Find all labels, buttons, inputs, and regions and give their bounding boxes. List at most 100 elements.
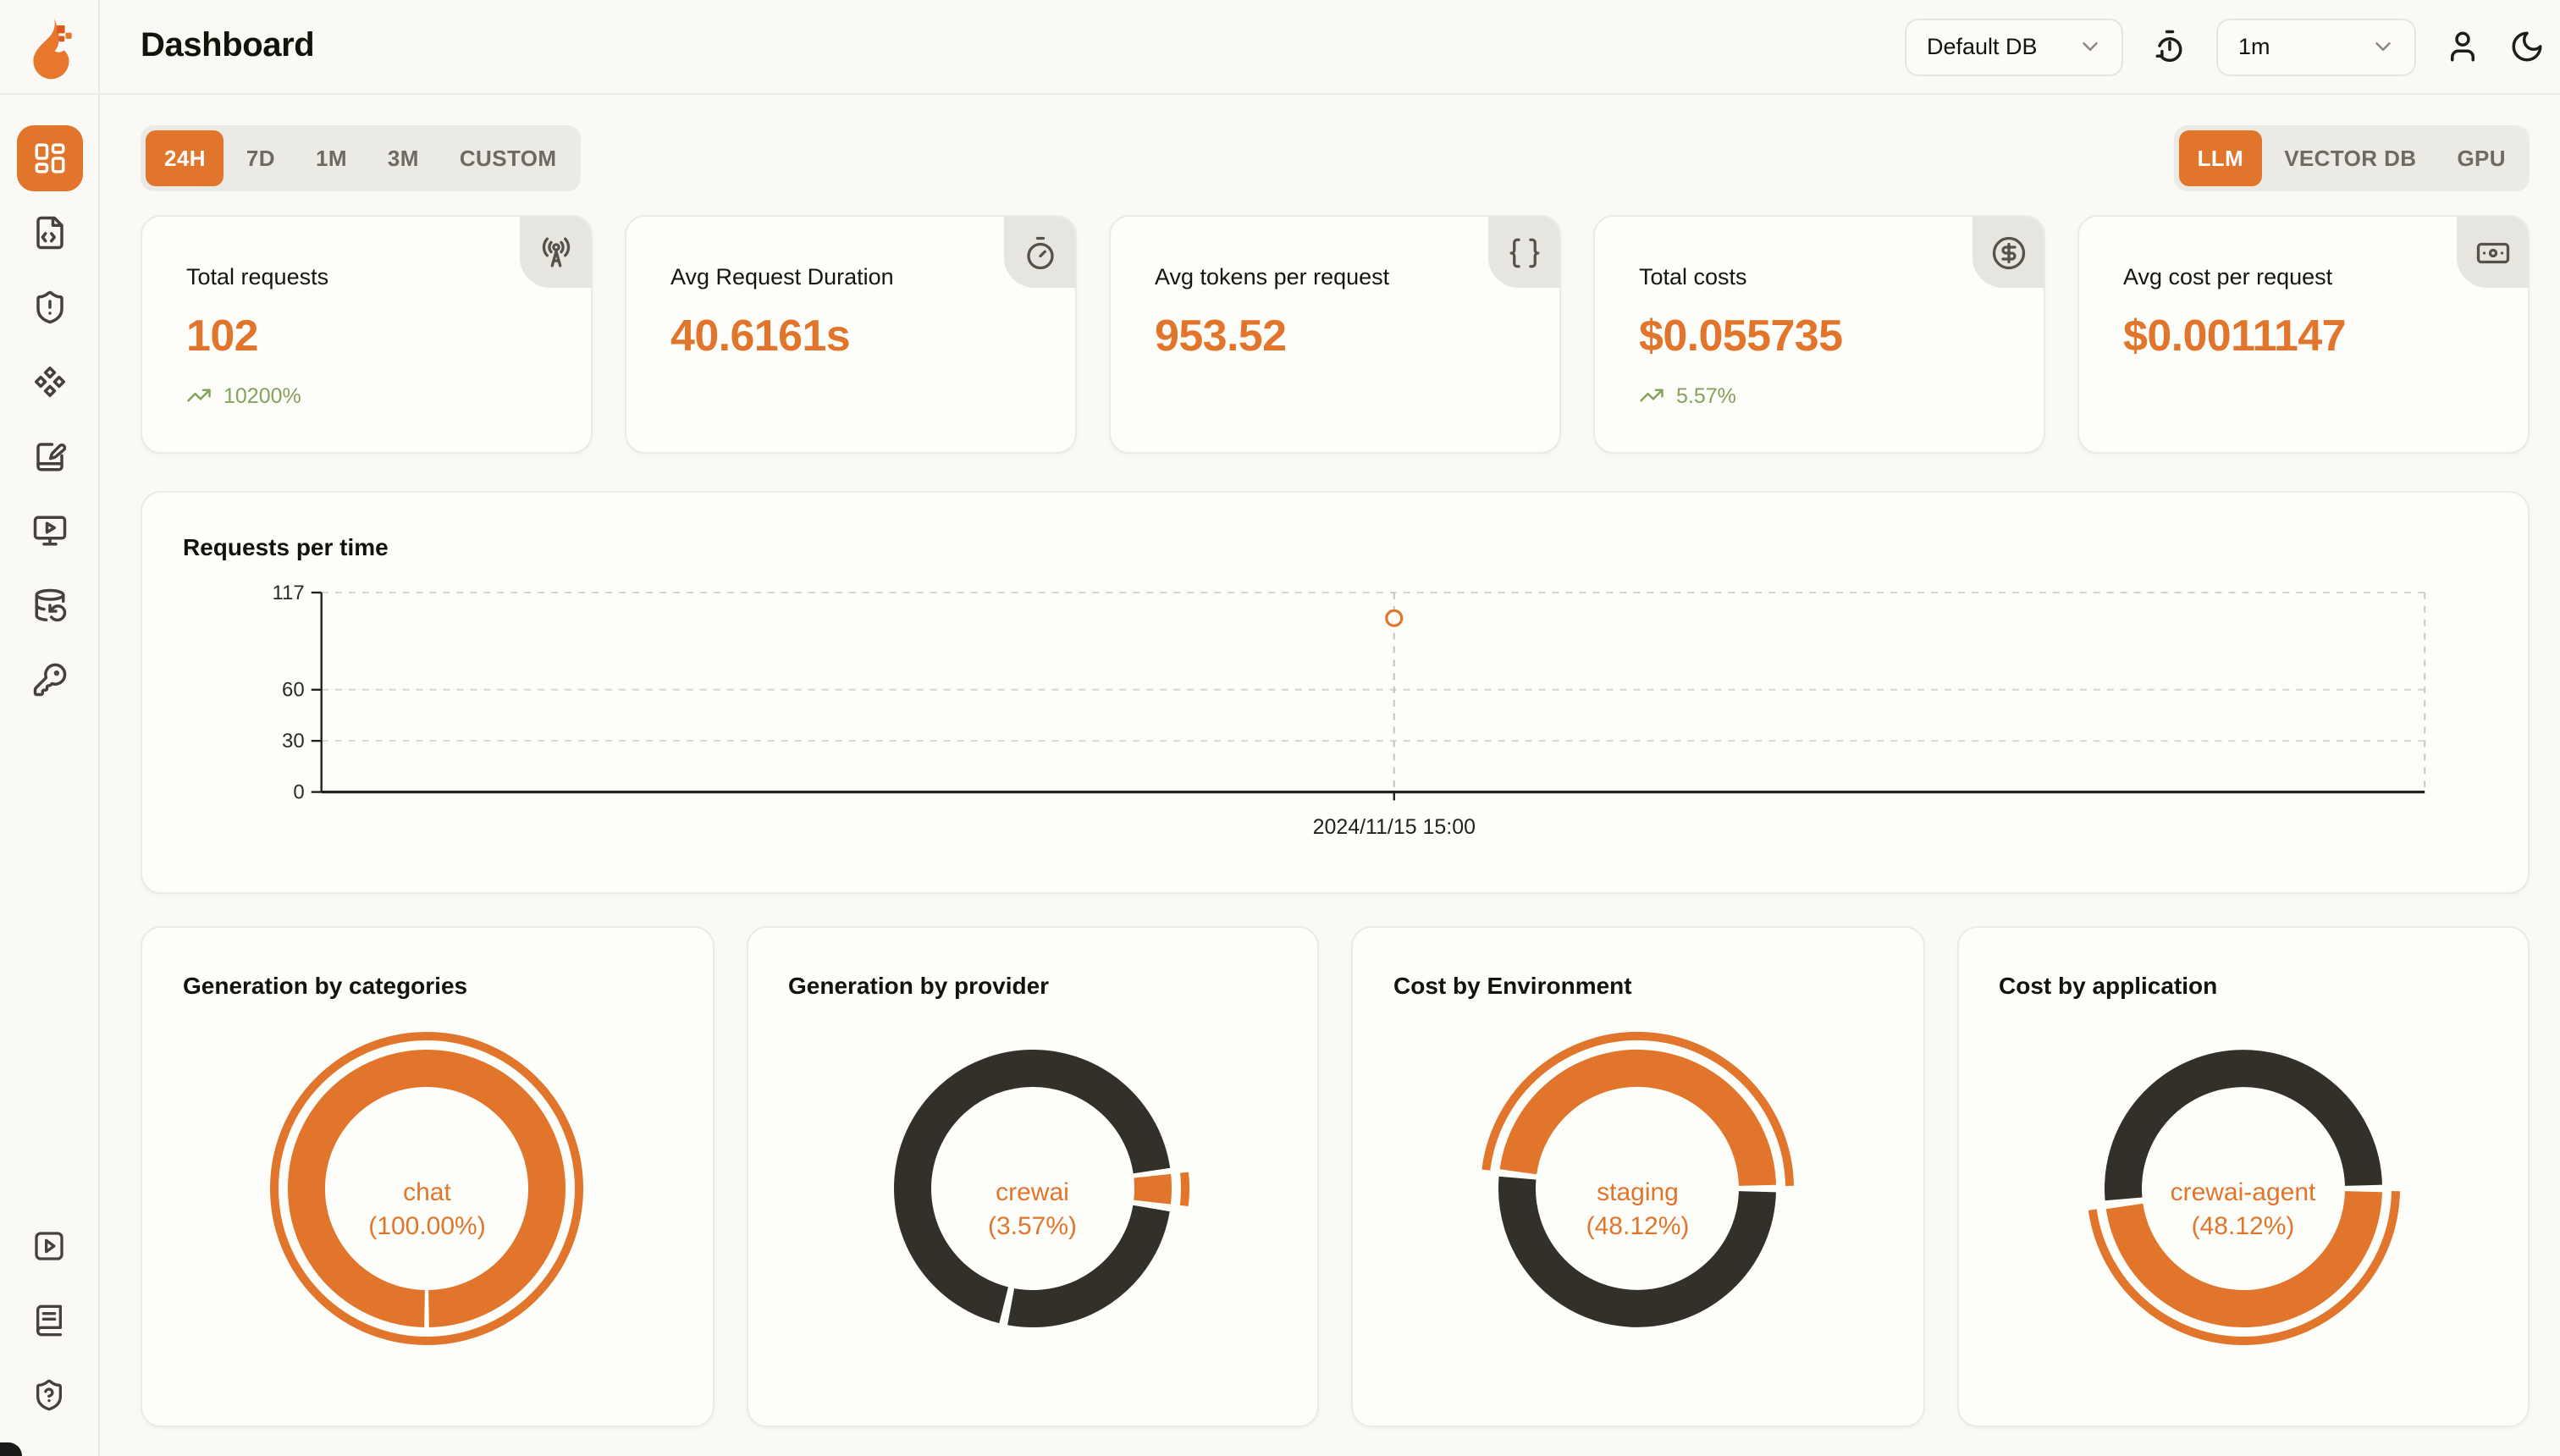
header-controls: Default DB 1m xyxy=(1905,18,2560,75)
stat-card-avg-duration: Avg Request Duration 40.6161s xyxy=(625,215,1077,454)
donut-rings xyxy=(258,1019,597,1358)
requests-per-time-card: Requests per time 0 30 60 117 2024/11/15 15:… xyxy=(141,491,2530,894)
chevron-down-icon xyxy=(2077,34,2103,59)
stat-title: Total costs xyxy=(1639,264,1747,290)
svg-text:30: 30 xyxy=(282,730,305,753)
stat-card-total-requests: Total requests 102 10200% xyxy=(141,215,593,454)
chart-title: Cost by Environment xyxy=(1393,972,1632,999)
generation-by-categories-card: Generation by categories chat (100.00%) xyxy=(141,926,714,1427)
stat-title: Total requests xyxy=(186,264,329,290)
interval-select-value: 1m xyxy=(2238,34,2270,59)
screen-corner xyxy=(0,1442,22,1456)
donut-chart-provider[interactable]: crewai (3.57%) xyxy=(863,1019,1202,1402)
filters-row: 24H 7D 1M 3M CUSTOM LLM VECTOR DB GPU xyxy=(141,125,2530,191)
sidebar-item-annotations[interactable] xyxy=(16,423,82,489)
file-code-icon xyxy=(31,215,67,251)
chevron-down-icon xyxy=(2370,34,2396,59)
main-content: 24H 7D 1M 3M CUSTOM LLM VECTOR DB GPU To… xyxy=(141,95,2530,1427)
shield-alert-icon xyxy=(31,290,67,325)
stat-title: Avg cost per request xyxy=(2123,264,2333,290)
sidebar-item-docs[interactable] xyxy=(16,1287,82,1353)
theme-toggle-button[interactable] xyxy=(2509,29,2545,64)
stat-value: 953.52 xyxy=(1155,310,1287,361)
stat-value: $0.055735 xyxy=(1639,310,1843,361)
monitor-play-icon xyxy=(31,513,67,549)
book-text-icon xyxy=(32,1303,66,1337)
tab-1m[interactable]: 1M xyxy=(297,130,366,186)
sidebar-item-datasets[interactable] xyxy=(16,572,82,638)
flame-logo-icon xyxy=(18,11,82,82)
svg-text:0: 0 xyxy=(293,781,304,804)
tab-custom[interactable]: CUSTOM xyxy=(441,130,576,186)
stat-cards-row: Total requests 102 10200% Avg Request Du… xyxy=(141,215,2530,454)
tab-24h[interactable]: 24H xyxy=(146,130,224,186)
stat-title: Avg tokens per request xyxy=(1155,264,1390,290)
tab-3m[interactable]: 3M xyxy=(369,130,438,186)
refresh-timer-button[interactable] xyxy=(2152,29,2188,64)
chart-title: Requests per time xyxy=(183,533,389,560)
svg-text:117: 117 xyxy=(273,582,305,604)
cost-by-environment-card: Cost by Environment staging (48.12%) xyxy=(1351,926,1924,1427)
tab-7d[interactable]: 7D xyxy=(228,130,294,186)
stat-value: 102 xyxy=(186,310,259,361)
radio-tower-icon xyxy=(520,217,591,288)
stat-trend: 10200% xyxy=(186,383,591,408)
donut-chart-application[interactable]: crewai-agent (48.12%) xyxy=(2074,1019,2413,1402)
page-title: Dashboard xyxy=(141,27,315,64)
stat-title: Avg Request Duration xyxy=(670,264,894,290)
stat-value: $0.0011147 xyxy=(2123,310,2347,361)
notebook-pen-icon xyxy=(31,438,67,474)
generation-by-provider-card: Generation by provider crewai (3.57%) xyxy=(746,926,1319,1427)
circle-dollar-icon xyxy=(1972,217,2044,288)
square-play-icon xyxy=(32,1228,66,1262)
sidebar-item-dashboard[interactable] xyxy=(16,125,82,191)
sidebar-item-playground[interactable] xyxy=(16,498,82,564)
timer-reset-icon xyxy=(2152,29,2188,64)
sidebar xyxy=(0,0,100,1456)
trending-up-icon xyxy=(186,383,212,408)
sidebar-item-tutorial[interactable] xyxy=(16,1212,82,1278)
top-bar: Dashboard Default DB 1m xyxy=(0,0,2560,95)
chart-title: Generation by categories xyxy=(183,972,468,999)
stat-value: 40.6161s xyxy=(670,310,851,361)
shield-question-icon xyxy=(32,1377,66,1411)
braces-icon xyxy=(1488,217,1559,288)
svg-text:60: 60 xyxy=(282,679,305,702)
sidebar-item-api-keys[interactable] xyxy=(16,647,82,713)
stat-card-total-costs: Total costs $0.055735 5.57% xyxy=(1593,215,2045,454)
sidebar-item-evaluations[interactable] xyxy=(16,274,82,340)
chart-title: Cost by application xyxy=(1999,972,2218,999)
database-select[interactable]: Default DB xyxy=(1905,18,2123,75)
stat-trend-value: 10200% xyxy=(223,383,301,407)
banknote-icon xyxy=(2457,217,2528,288)
trending-up-icon xyxy=(1639,383,1664,408)
donut-chart-categories[interactable]: chat (100.00%) xyxy=(258,1019,597,1402)
layout-dashboard-icon xyxy=(31,141,67,176)
moon-icon xyxy=(2509,29,2545,64)
user-icon xyxy=(2445,29,2480,64)
stat-trend-value: 5.57% xyxy=(1676,383,1736,407)
app-logo[interactable] xyxy=(0,11,100,82)
donut-rings xyxy=(1469,1019,1807,1358)
interval-select[interactable]: 1m xyxy=(2216,18,2416,75)
user-button[interactable] xyxy=(2445,29,2480,64)
donut-rings xyxy=(2074,1019,2413,1358)
database-select-value: Default DB xyxy=(1927,34,2038,59)
chart-title: Generation by provider xyxy=(788,972,1050,999)
timer-icon xyxy=(1004,217,1075,288)
database-backup-icon xyxy=(31,587,67,623)
source-tabs: LLM VECTOR DB GPU xyxy=(2173,125,2530,191)
cost-by-application-card: Cost by application crewai-agent (48.12%… xyxy=(1956,926,2530,1427)
tab-gpu[interactable]: GPU xyxy=(2438,130,2524,186)
sidebar-item-traces[interactable] xyxy=(16,200,82,266)
tab-llm[interactable]: LLM xyxy=(2178,130,2263,186)
svg-text:2024/11/15 15:00: 2024/11/15 15:00 xyxy=(1313,815,1476,839)
stat-trend: 5.57% xyxy=(1639,383,2044,408)
component-icon xyxy=(31,364,67,400)
sidebar-item-prompts[interactable] xyxy=(16,349,82,415)
sidebar-item-support[interactable] xyxy=(16,1361,82,1427)
requests-line-chart[interactable]: 0 30 60 117 2024/11/15 15:00 xyxy=(142,493,2528,892)
tab-vector-db[interactable]: VECTOR DB xyxy=(2265,130,2435,186)
donut-chart-environment[interactable]: staging (48.12%) xyxy=(1469,1019,1807,1402)
donut-cards-row: Generation by categories chat (100.00%) … xyxy=(141,926,2530,1427)
